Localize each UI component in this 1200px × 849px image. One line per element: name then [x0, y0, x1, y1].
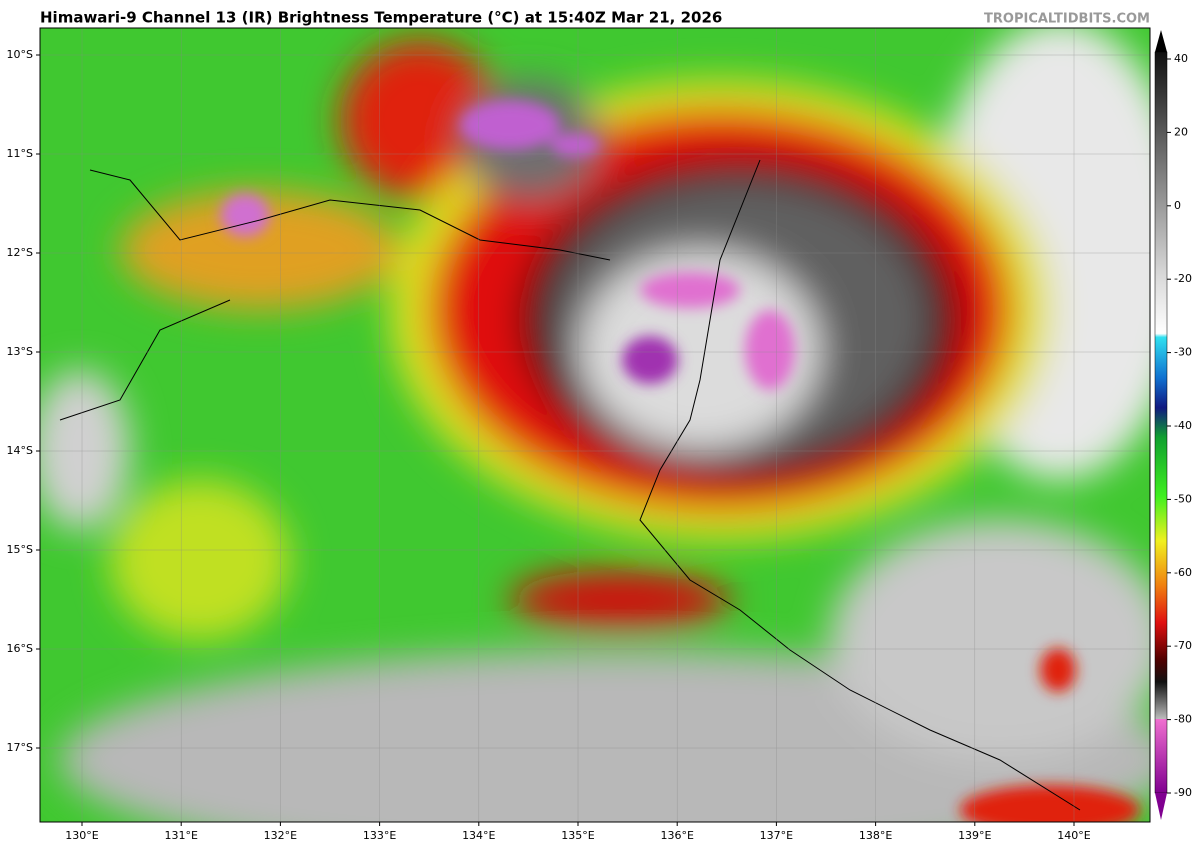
- colorbar-label: -30: [1174, 346, 1192, 359]
- colorbar-label: -60: [1174, 566, 1192, 579]
- lat-label: 13°S: [7, 345, 33, 358]
- lat-label: 16°S: [7, 642, 33, 655]
- colorbar-label: -70: [1174, 639, 1192, 652]
- lat-label: 14°S: [7, 444, 33, 457]
- lat-label: 11°S: [7, 147, 33, 160]
- colorbar-label: 40: [1174, 52, 1188, 65]
- lon-label: 131°E: [164, 829, 197, 842]
- lat-label: 10°S: [7, 48, 33, 61]
- lon-label: 140°E: [1057, 829, 1090, 842]
- lat-label: 12°S: [7, 246, 33, 259]
- lat-label: 15°S: [7, 543, 33, 556]
- lon-label: 132°E: [264, 829, 297, 842]
- watermark: TROPICALTIDBITS.COM: [984, 12, 1150, 27]
- colorbar-label: -50: [1174, 492, 1192, 505]
- colorbar-label: 0: [1174, 199, 1181, 212]
- satellite-image: [40, 28, 1150, 822]
- colorbar-label: -90: [1174, 786, 1192, 799]
- lat-label: 17°S: [7, 741, 33, 754]
- colorbar-label: -80: [1174, 713, 1192, 726]
- colorbar-label: 20: [1174, 125, 1188, 138]
- lon-label: 133°E: [363, 829, 396, 842]
- lon-label: 137°E: [760, 829, 793, 842]
- colorbar-label: -40: [1174, 419, 1192, 432]
- colorbar-label: -20: [1174, 272, 1192, 285]
- title: Himawari-9 Channel 13 (IR) Brightness Te…: [40, 9, 722, 27]
- lon-label: 130°E: [65, 829, 98, 842]
- lon-label: 139°E: [958, 829, 991, 842]
- lon-label: 134°E: [462, 829, 495, 842]
- lon-label: 138°E: [859, 829, 892, 842]
- lon-label: 135°E: [561, 829, 594, 842]
- lon-label: 136°E: [660, 829, 693, 842]
- colorbar: [1154, 51, 1168, 794]
